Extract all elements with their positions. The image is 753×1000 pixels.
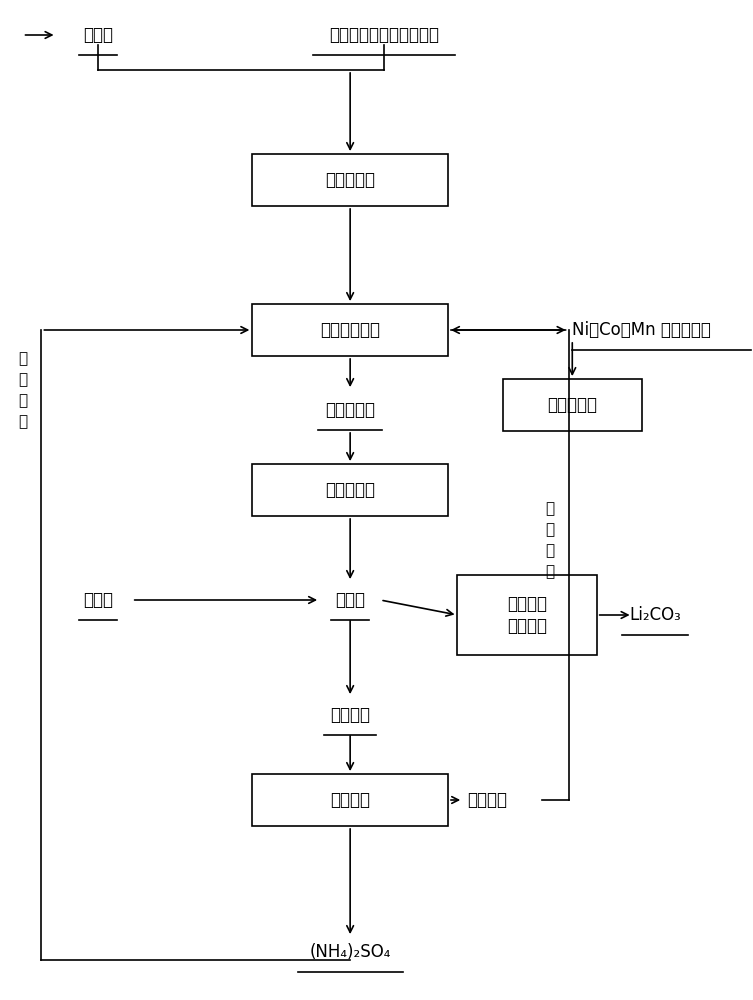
Bar	[252, 304, 448, 356]
Bar	[457, 575, 596, 655]
Text: Ni、Co、Mn 氧化物渣相: Ni、Co、Mn 氧化物渣相	[572, 321, 711, 339]
Text: 进一步回收: 进一步回收	[547, 396, 597, 414]
Bar	[252, 154, 448, 206]
Bar	[503, 379, 642, 431]
Text: 除杂、净化: 除杂、净化	[325, 481, 375, 499]
Text: 硫酸铵: 硫酸铵	[83, 26, 113, 44]
Text: 硫酸化焙烧: 硫酸化焙烧	[325, 171, 375, 189]
Text: 循
环
利
用: 循 环 利 用	[18, 351, 27, 429]
Text: 富锂浸出液: 富锂浸出液	[325, 401, 375, 419]
Text: 循
环
利
用: 循 环 利 用	[545, 501, 554, 579]
Text: Li₂CO₃: Li₂CO₃	[630, 606, 681, 624]
Text: 水浸出、过滤: 水浸出、过滤	[320, 321, 380, 339]
Text: 碳酸铵: 碳酸铵	[83, 591, 113, 609]
Text: 沉锂后液: 沉锂后液	[330, 706, 370, 724]
Text: 蒸发结晶: 蒸发结晶	[330, 791, 370, 809]
Text: (NH₄)₂SO₄: (NH₄)₂SO₄	[309, 943, 391, 961]
Text: 含锂残液: 含锂残液	[467, 791, 507, 809]
Bar	[252, 774, 448, 826]
Text: 废旧锂离子电池正极材料: 废旧锂离子电池正极材料	[329, 26, 439, 44]
Bar	[252, 464, 448, 516]
Text: 沉淀、分
离、干燥: 沉淀、分 离、干燥	[507, 595, 547, 635]
Text: 净化液: 净化液	[335, 591, 365, 609]
